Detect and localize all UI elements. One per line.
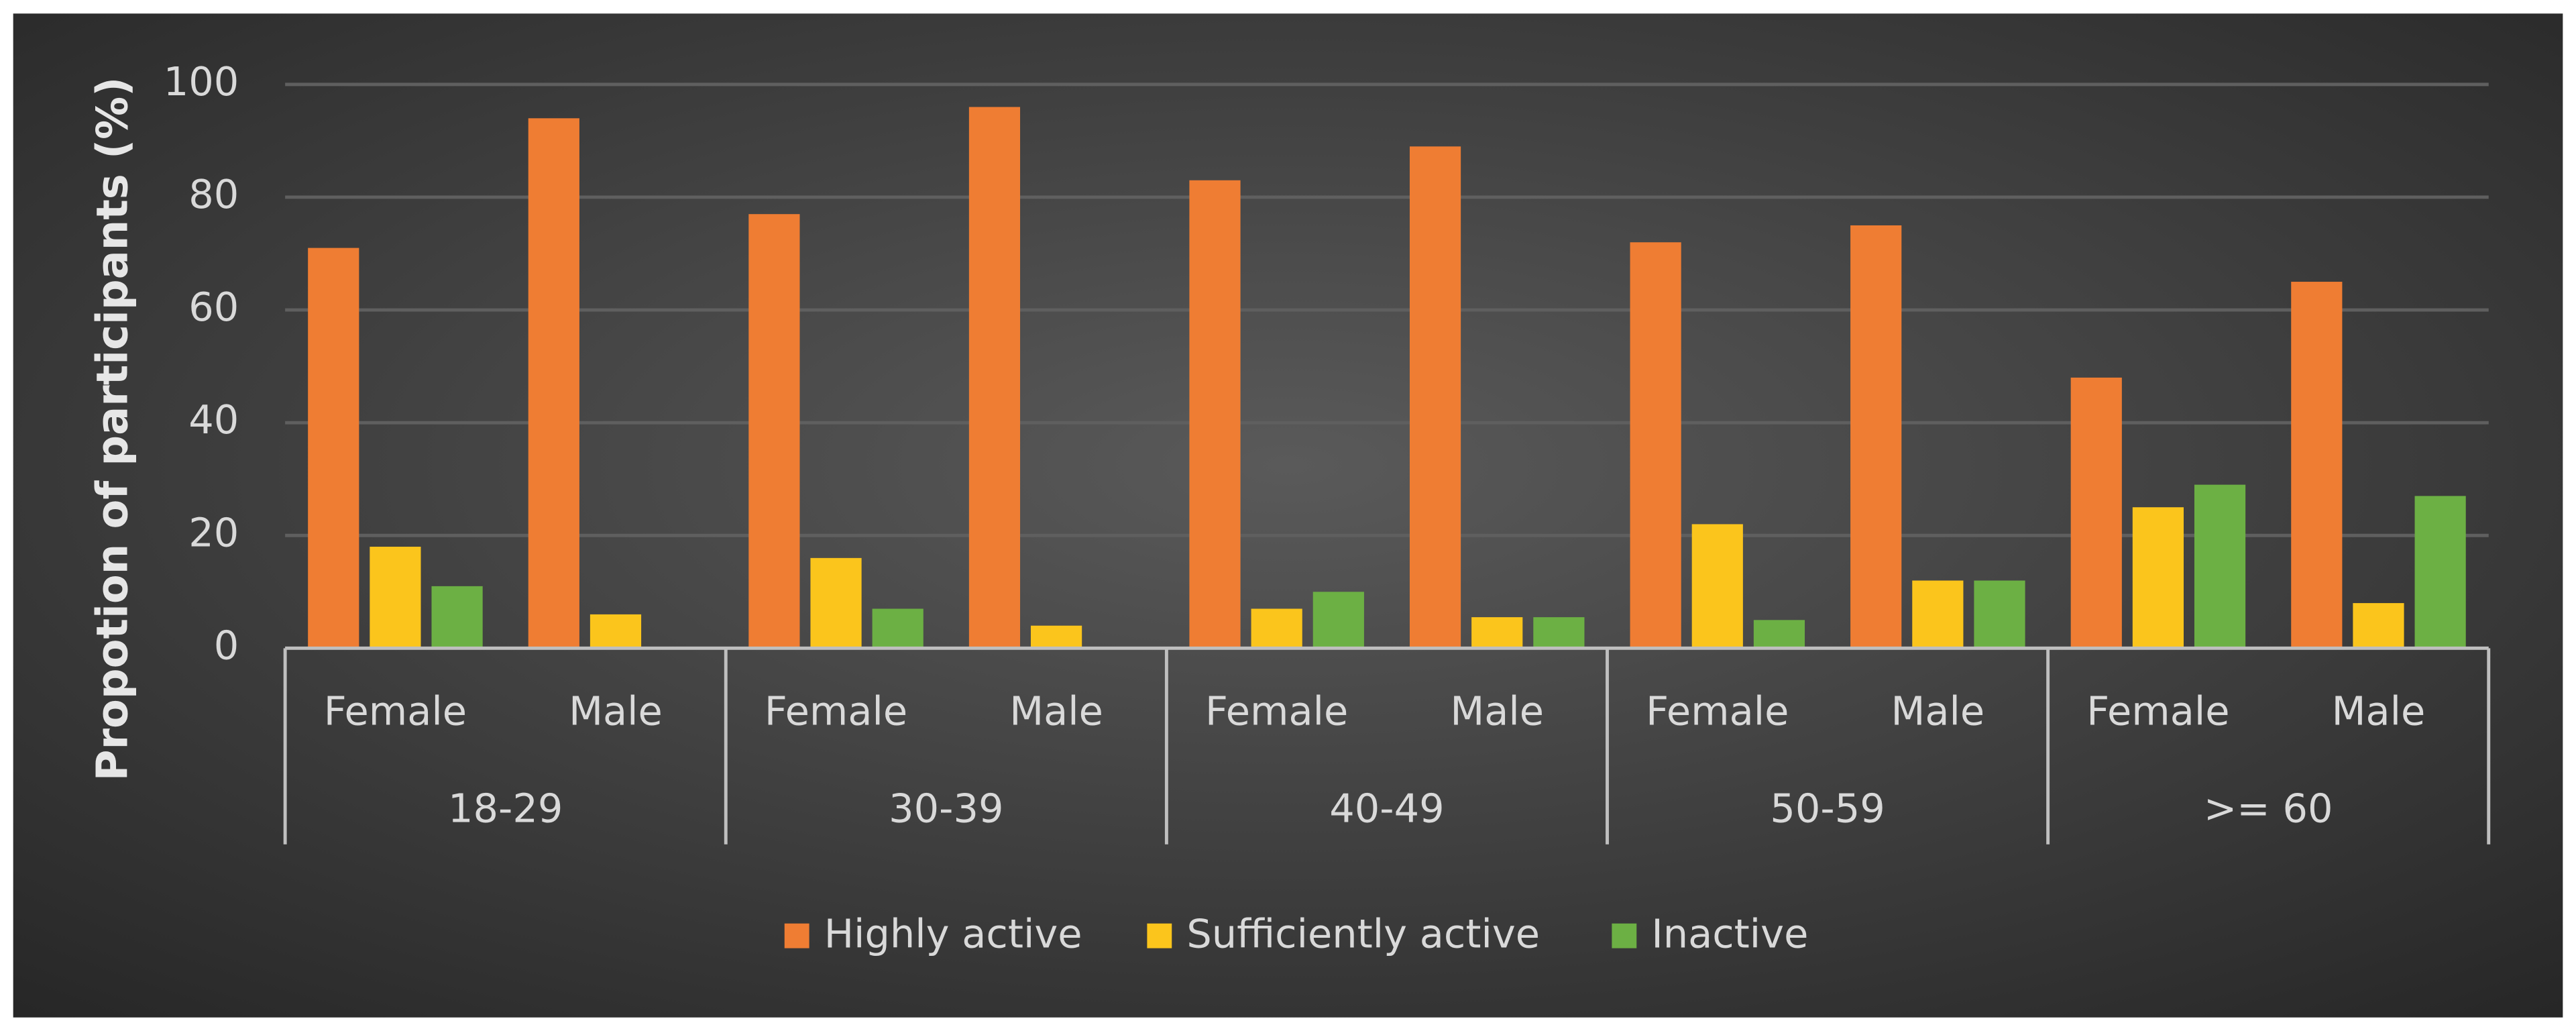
bar (2132, 507, 2184, 649)
bar (1630, 242, 1681, 649)
group-label: >= 60 (2204, 785, 2333, 832)
y-tick-label: 20 (188, 509, 239, 555)
bar (370, 547, 421, 649)
x-tick-label: Female (1205, 688, 1348, 735)
group-label: 40-49 (1329, 785, 1444, 832)
bar (1312, 592, 1364, 649)
bar (968, 107, 1021, 649)
x-tick-label: Male (1450, 688, 1544, 735)
legend-label: Highly active (824, 910, 1082, 957)
bar (1409, 146, 1461, 649)
group-label: 18-29 (448, 785, 563, 832)
bar (1850, 225, 1902, 649)
group-label: 30-39 (889, 785, 1003, 832)
bar (748, 214, 800, 649)
x-tick-label: Male (1009, 688, 1103, 735)
bar (2070, 377, 2122, 649)
legend-label: Inactive (1651, 910, 1808, 957)
bar (431, 586, 483, 649)
y-axis-title: Propotion of participants (%) (89, 77, 138, 781)
bar (2414, 496, 2466, 649)
legend-marker (1147, 923, 1172, 948)
x-tick-label: Female (765, 688, 907, 735)
group-label: 50-59 (1770, 785, 1885, 832)
x-tick-label: Female (2086, 688, 2229, 735)
y-tick-label: 80 (188, 171, 239, 217)
bar (872, 608, 923, 649)
legend-marker (1612, 923, 1637, 948)
bar (1031, 625, 1082, 649)
legend-marker (784, 923, 809, 948)
bar (308, 248, 359, 649)
x-tick-label: Male (569, 688, 663, 735)
bar (1471, 617, 1523, 649)
bar (1912, 580, 1964, 649)
y-tick-label: 0 (214, 622, 239, 668)
bar (1753, 620, 1805, 649)
bar (2353, 603, 2404, 649)
bar (1251, 608, 1302, 649)
y-tick-label: 100 (164, 58, 239, 105)
bar (810, 557, 862, 649)
bar (2194, 484, 2246, 649)
legend-label: Sufficiently active (1186, 910, 1540, 957)
bar (1691, 524, 1743, 649)
x-tick-label: Female (1646, 688, 1789, 735)
x-tick-label: Female (324, 688, 467, 735)
y-tick-label: 60 (188, 284, 239, 330)
bar (1189, 180, 1241, 649)
bar (1533, 617, 1585, 649)
bar (1974, 580, 2025, 649)
bar (2291, 282, 2343, 649)
x-tick-label: Male (1891, 688, 1985, 735)
x-tick-label: Male (2332, 688, 2426, 735)
y-tick-label: 40 (188, 396, 239, 443)
bar (528, 118, 579, 649)
bar (590, 614, 642, 649)
